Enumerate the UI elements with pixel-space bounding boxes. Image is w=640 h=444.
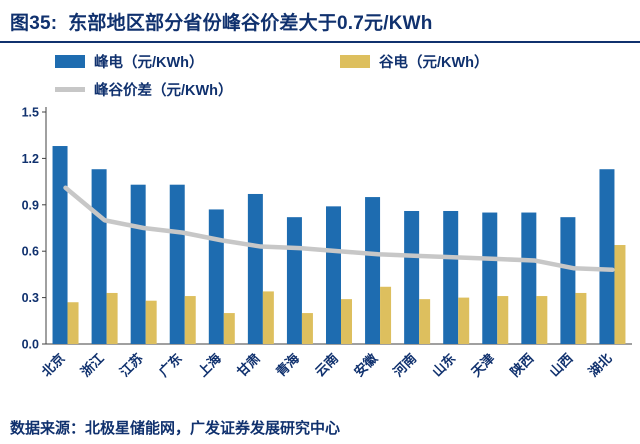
bar-peak (208, 209, 224, 344)
x-tick-label: 浙江 (78, 351, 107, 380)
bar-valley (341, 299, 352, 344)
x-tick-label: 上海 (195, 351, 224, 380)
legend-label-peak: 峰电（元/KWh） (94, 55, 204, 71)
x-tick-label: 北京 (39, 351, 68, 380)
bar-peak (521, 212, 537, 344)
bar-peak (404, 210, 420, 344)
bar-valley (575, 292, 587, 344)
bar-peak (482, 212, 498, 344)
bar-valley (301, 313, 313, 344)
chart-title: 图35: 东部地区部分省份峰谷价差大于0.7元/KWh (10, 13, 433, 34)
x-tick-label: 山东 (429, 351, 458, 380)
x-tick-label: 山西 (547, 351, 576, 380)
bar-peak (91, 169, 107, 344)
legend-swatch-peak (55, 55, 85, 68)
bar-valley (67, 302, 79, 344)
y-tick-label: 0.0 (22, 338, 39, 352)
diff-line (63, 185, 615, 273)
legend-item-diff: 峰谷价差（元/KWh） (55, 79, 340, 100)
bar-peak (443, 210, 459, 344)
x-tick-label: 江苏 (117, 351, 146, 380)
x-tick-label: 天津 (468, 351, 497, 380)
chart-area: 0.0 0.3 0.6 0.9 1.2 1.5 北京 浙江 江苏 广东 上海 甘肃 青海 云南 安徽 河南 山东… (0, 104, 640, 411)
x-tick-label: 河南 (390, 351, 419, 380)
x-tick-label: 青海 (273, 351, 302, 380)
bar-valley (223, 313, 235, 344)
bar-valley (106, 292, 118, 344)
x-tick-label: 云南 (312, 351, 341, 380)
title-divider (0, 41, 640, 43)
bar-peak (326, 206, 341, 344)
bar-peak (599, 169, 615, 344)
bar-valley (419, 299, 431, 344)
legend-label-diff: 峰谷价差（元/KWh） (94, 83, 233, 99)
bar-peak (247, 193, 263, 344)
bar-peak (130, 184, 146, 344)
legend-swatch-valley (340, 55, 370, 68)
bar-peak (560, 217, 576, 344)
x-tick-label: 湖北 (586, 351, 615, 380)
bar-peak (365, 197, 381, 344)
bar-valley (380, 286, 392, 344)
bar-valley (614, 245, 626, 344)
bar-valley (497, 296, 509, 344)
chart-svg: 0.0 0.3 0.6 0.9 1.2 1.5 北京 浙江 江苏 广东 上海 甘肃 青海 云南 安徽 河南 山东… (22, 106, 632, 380)
y-tick-label: 0.6 (22, 245, 39, 259)
bar-peak (286, 217, 302, 344)
y-tick-label: 1.2 (22, 152, 39, 166)
bar-peak (52, 146, 68, 344)
bar-valley (145, 300, 157, 344)
legend-swatch-diff-line (55, 87, 85, 92)
bar-valley (184, 296, 196, 344)
legend-item-peak: 峰电（元/KWh） (55, 51, 340, 72)
legend-label-valley: 谷电（元/KWh） (379, 55, 489, 71)
bar-valley (262, 291, 274, 344)
x-tick-label: 安徽 (351, 350, 381, 380)
legend-item-valley: 谷电（元/KWh） (340, 51, 640, 72)
x-tick-label: 陕西 (507, 351, 536, 380)
source-note: 数据来源：北极星储能网，广发证券发展研究中心 (10, 420, 341, 437)
y-tick-label: 0.3 (22, 291, 39, 305)
y-tick-label: 1.5 (22, 106, 39, 120)
legend: 峰电（元/KWh） 谷电（元/KWh） 峰谷价差（元/KWh） (55, 51, 640, 100)
bar-valley (458, 297, 470, 344)
x-tick-label: 广东 (156, 351, 185, 380)
y-tick-label: 0.9 (22, 198, 39, 212)
x-tick-label: 甘肃 (234, 351, 263, 380)
bar-peak (169, 184, 185, 344)
bar-valley (536, 296, 548, 344)
